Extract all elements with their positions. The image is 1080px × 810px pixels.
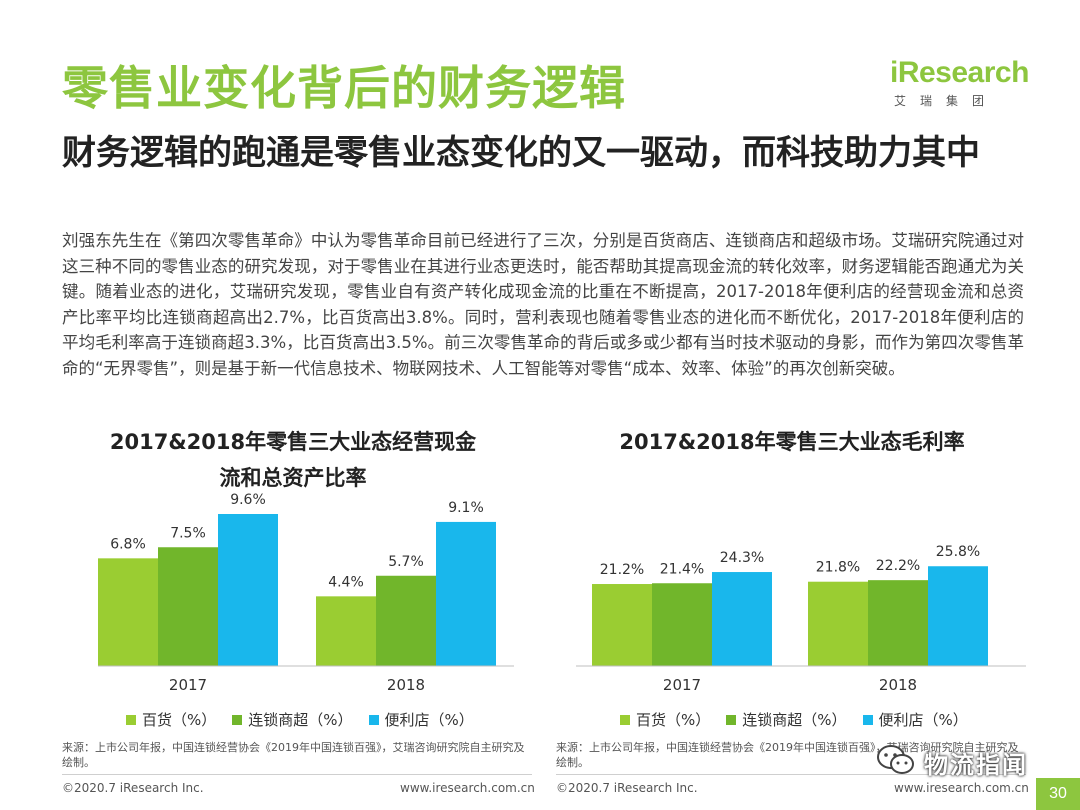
legend-swatch xyxy=(862,714,873,725)
page-title: 零售业变化背后的财务逻辑 xyxy=(62,61,626,115)
legend-label: 百货（%） xyxy=(636,711,711,729)
bar-2017-department-store xyxy=(592,584,652,666)
legend-label: 百货（%） xyxy=(142,711,217,729)
legend-item-department-store: 百货（%） xyxy=(620,709,710,730)
legend-item-department-store: 百货（%） xyxy=(126,709,216,730)
bar-2017-convenience-store xyxy=(712,572,772,666)
chart-legend: 百货（%） 连锁商超（%） 便利店（%） xyxy=(126,709,474,730)
data-label-2018-chain-supermarket: 22.2% xyxy=(876,558,920,574)
footer-divider-left xyxy=(62,774,532,775)
bar-2018-chain-supermarket xyxy=(868,580,928,666)
logo-word: iResearch xyxy=(890,56,1029,89)
footer-copyright-left: ©2020.7 iResearch Inc. xyxy=(62,781,204,795)
legend-swatch xyxy=(126,714,136,725)
page-subtitle: 财务逻辑的跑通是零售业态变化的又一驱动，而科技助力其中 xyxy=(62,133,980,173)
bar-2018-convenience-store xyxy=(928,566,988,666)
body-paragraph: 刘强东先生在《第四次零售革命》中认为零售革命目前已经进行了三次，分别是百货商店、… xyxy=(62,231,1024,378)
page-number: 30 xyxy=(1036,778,1080,810)
bar-2017-chain-supermarket xyxy=(158,547,218,666)
data-label-2017-department-store: 21.2% xyxy=(600,562,644,578)
legend-swatch xyxy=(726,714,737,725)
chart-svg: 21.2% 21.4% 24.3% 2017 21.8% 22.2% 25.8% 2018 xyxy=(576,544,1026,694)
wechat-watermark: 物流指闻 xyxy=(876,744,1028,780)
data-label-2017-chain-supermarket: 7.5% xyxy=(170,525,206,541)
footer-copyright-right: ©2020.7 iResearch Inc. xyxy=(556,781,698,795)
bar-2017-chain-supermarket xyxy=(652,583,712,666)
legend-swatch xyxy=(232,714,243,725)
data-label-2018-department-store: 21.8% xyxy=(816,560,860,576)
data-label-2017-convenience-store: 24.3% xyxy=(720,550,764,566)
chart-gross-margin: 2017&2018年零售三大业态毛利率 21.2% 21.4% 24.3% 2017 2… xyxy=(556,418,1028,738)
wechat-account-name: 物流指闻 xyxy=(924,750,1028,779)
legend-item-chain-supermarket: 连锁商超（%） xyxy=(232,709,353,730)
x-tick-label-2017: 2017 xyxy=(169,676,207,694)
source-note-left: 来源：上市公司年报，中国连锁经营协会《2019年中国连锁百强》，艾瑞咨询研究院自… xyxy=(62,741,525,769)
footer-url-left[interactable]: www.iresearch.com.cn xyxy=(400,781,535,795)
legend-item-chain-supermarket: 连锁商超（%） xyxy=(726,709,847,730)
footer-divider-right xyxy=(556,774,1026,775)
chart-legend: 百货（%） 连锁商超（%） 便利店（%） xyxy=(620,709,968,730)
legend-label: 连锁商超（%） xyxy=(248,711,353,729)
x-tick-label-2018: 2018 xyxy=(879,676,917,694)
bar-2018-department-store xyxy=(808,581,868,666)
data-label-2017-chain-supermarket: 21.4% xyxy=(660,561,704,577)
data-label-2017-department-store: 6.8% xyxy=(110,536,146,552)
bar-2018-department-store xyxy=(316,596,376,666)
bar-2018-convenience-store xyxy=(436,521,496,666)
x-tick-label-2017: 2017 xyxy=(663,676,701,694)
legend-swatch xyxy=(368,714,379,725)
legend-label: 连锁商超（%） xyxy=(742,711,847,729)
data-label-2018-department-store: 4.4% xyxy=(328,574,364,590)
legend-item-convenience-store: 便利店（%） xyxy=(368,709,474,730)
data-label-2018-chain-supermarket: 5.7% xyxy=(388,554,424,570)
footer-url-right[interactable]: www.iresearch.com.cn xyxy=(894,781,1029,795)
legend-item-convenience-store: 便利店（%） xyxy=(862,709,968,730)
data-label-2017-convenience-store: 9.6% xyxy=(230,492,266,508)
chart-title: 2017&2018年零售三大业态毛利率 xyxy=(619,430,965,454)
bar-2017-department-store xyxy=(98,558,158,666)
wechat-icon xyxy=(876,744,916,780)
data-label-2018-convenience-store: 9.1% xyxy=(448,500,484,516)
x-tick-label-2018: 2018 xyxy=(387,676,425,694)
data-label-2018-convenience-store: 25.8% xyxy=(936,544,980,560)
legend-label: 便利店（%） xyxy=(384,711,474,729)
bar-2018-chain-supermarket xyxy=(376,575,436,666)
iresearch-logo: iResearch 艾瑞集团 xyxy=(890,56,1040,126)
chart-cash-flow-ratio: 2017&2018年零售三大业态经营现金流和总资产比率 6.8% 7.5% 9.6%… xyxy=(62,418,522,738)
bar-2017-convenience-store xyxy=(218,514,278,666)
chart-title: 2017&2018年零售三大业态经营现金流和总资产比率 xyxy=(109,430,477,490)
legend-label: 便利店（%） xyxy=(878,711,968,729)
legend-swatch xyxy=(620,714,630,725)
chart-svg: 6.8% 7.5% 9.6% 2017 4.4% 5.7% 9.1% 2018 xyxy=(98,492,514,694)
logo-sub: 艾瑞集团 xyxy=(894,94,999,108)
